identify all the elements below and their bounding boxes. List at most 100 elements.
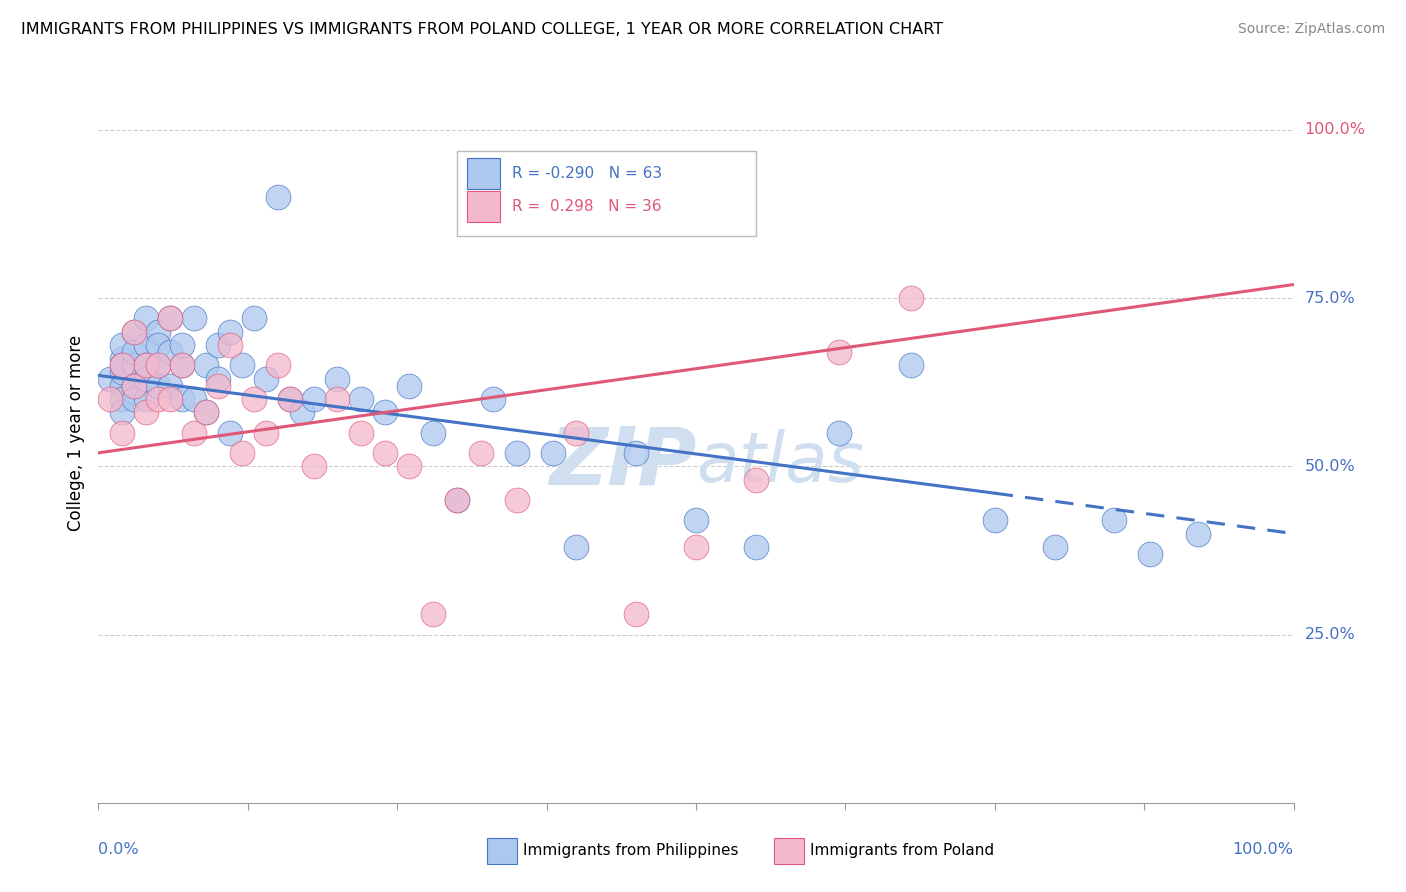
Point <box>745 540 768 554</box>
Point <box>685 513 707 527</box>
Point <box>135 359 157 373</box>
Point <box>326 372 349 386</box>
Point <box>148 359 170 373</box>
Point <box>135 392 157 406</box>
Point <box>98 392 122 406</box>
Bar <box>467 158 501 189</box>
Point <box>124 344 146 359</box>
Text: R = -0.290   N = 63: R = -0.290 N = 63 <box>512 166 662 181</box>
Point <box>124 392 146 406</box>
Point <box>159 311 181 326</box>
Point <box>219 425 242 440</box>
Point <box>124 325 146 339</box>
Point <box>1187 526 1209 541</box>
Point <box>231 359 253 373</box>
Text: 75.0%: 75.0% <box>1305 291 1355 305</box>
Point <box>506 492 529 507</box>
Point <box>124 359 146 373</box>
Text: 0.0%: 0.0% <box>98 842 139 856</box>
Point <box>278 392 301 406</box>
Text: 100.0%: 100.0% <box>1305 122 1365 137</box>
Y-axis label: College, 1 year or more: College, 1 year or more <box>66 334 84 531</box>
Point <box>267 359 290 373</box>
Point <box>626 446 648 460</box>
Point <box>172 359 194 373</box>
Point <box>219 325 242 339</box>
Point <box>254 425 277 440</box>
Point <box>1139 547 1161 561</box>
Point <box>1104 513 1126 527</box>
Point <box>398 459 420 474</box>
Point <box>446 492 468 507</box>
Text: Source: ZipAtlas.com: Source: ZipAtlas.com <box>1237 22 1385 37</box>
Point <box>195 359 218 373</box>
Point <box>172 392 194 406</box>
Point <box>302 392 325 406</box>
Point <box>374 405 396 419</box>
Point <box>111 365 134 379</box>
Point <box>254 372 277 386</box>
Point <box>159 392 181 406</box>
Point <box>135 338 157 352</box>
Point <box>565 425 588 440</box>
Point <box>195 405 218 419</box>
Point <box>350 392 373 406</box>
Point <box>243 311 266 326</box>
Point <box>148 338 170 352</box>
Point <box>231 446 253 460</box>
Point <box>183 311 205 326</box>
Point <box>291 405 314 419</box>
Point <box>124 378 146 392</box>
Point <box>398 378 420 392</box>
Point <box>148 325 170 339</box>
Point <box>135 405 157 419</box>
Point <box>900 291 922 305</box>
Point <box>159 344 181 359</box>
Point <box>111 338 134 352</box>
Point <box>541 446 564 460</box>
Point <box>470 446 492 460</box>
Point <box>745 473 768 487</box>
Point <box>219 338 242 352</box>
Point <box>172 338 194 352</box>
Text: ZIP: ZIP <box>548 423 696 501</box>
Point <box>111 359 134 373</box>
Point <box>267 190 290 204</box>
Point <box>422 607 444 622</box>
Point <box>626 607 648 622</box>
Point <box>685 540 707 554</box>
Text: atlas: atlas <box>696 429 863 496</box>
Point <box>422 425 444 440</box>
Point <box>195 405 218 419</box>
Point <box>506 446 529 460</box>
Point <box>900 359 922 373</box>
Point <box>207 372 229 386</box>
Text: Immigrants from Poland: Immigrants from Poland <box>810 844 994 858</box>
Point <box>326 392 349 406</box>
Text: Immigrants from Philippines: Immigrants from Philippines <box>523 844 738 858</box>
Point <box>135 359 157 373</box>
Point <box>148 392 170 406</box>
Point <box>135 311 157 326</box>
Point <box>565 540 588 554</box>
Point <box>98 372 122 386</box>
Point <box>302 459 325 474</box>
Point <box>111 359 134 373</box>
Point <box>159 378 181 392</box>
Point <box>111 392 134 406</box>
Bar <box>467 191 501 222</box>
Point <box>111 351 134 366</box>
Point <box>159 311 181 326</box>
Text: 100.0%: 100.0% <box>1233 842 1294 856</box>
Point <box>374 446 396 460</box>
Text: 50.0%: 50.0% <box>1305 458 1355 474</box>
Point <box>111 425 134 440</box>
Text: 25.0%: 25.0% <box>1305 627 1355 642</box>
Point <box>124 378 146 392</box>
Point <box>124 325 146 339</box>
Bar <box>773 838 804 864</box>
Point <box>243 392 266 406</box>
FancyBboxPatch shape <box>457 152 756 236</box>
Point <box>828 425 851 440</box>
Point <box>207 338 229 352</box>
